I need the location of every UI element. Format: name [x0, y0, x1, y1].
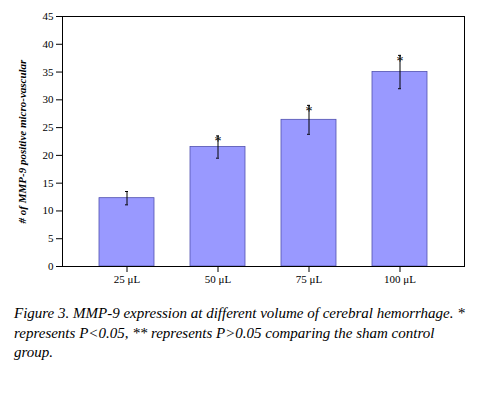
svg-text:25: 25 [43, 121, 55, 133]
svg-text:45: 45 [43, 10, 55, 22]
svg-text:# of MMP-9 positive micro-vasc: # of MMP-9 positive micro-vascular [16, 59, 28, 224]
svg-text:10: 10 [43, 204, 55, 216]
svg-text:*: * [397, 54, 404, 69]
svg-text:0: 0 [48, 260, 54, 272]
svg-text:35: 35 [43, 66, 55, 78]
svg-text:*: * [215, 134, 222, 149]
html-text:Figure 3. MMP-9 expression at: Figure 3. MMP-9 expression at different … [14, 305, 465, 360]
svg-text:25 μL: 25 μL [114, 273, 141, 285]
svg-text:30: 30 [43, 93, 55, 105]
svg-text:20: 20 [43, 149, 55, 161]
svg-text:50 μL: 50 μL [205, 273, 232, 285]
svg-text:15: 15 [43, 177, 55, 189]
svg-text:*: * [306, 104, 313, 119]
svg-text:100 μL: 100 μL [384, 273, 416, 285]
svg-text:5: 5 [48, 232, 54, 244]
svg-text:40: 40 [43, 38, 55, 50]
svg-text:75 μL: 75 μL [296, 273, 323, 285]
